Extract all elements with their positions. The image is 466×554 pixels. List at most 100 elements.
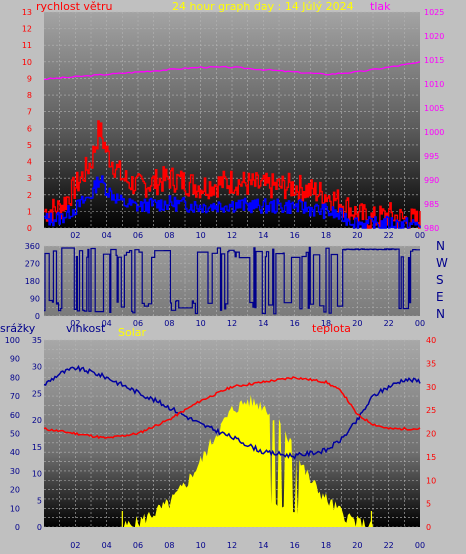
x-tick-label: 22 <box>384 319 394 328</box>
right-tick-label: 1010 <box>424 80 444 89</box>
x-tick-label: 18 <box>321 319 331 328</box>
x-tick-label: 20 <box>352 231 362 240</box>
series-wind-direction <box>44 246 420 315</box>
right-tick-label: 980 <box>424 224 439 233</box>
x-tick-label: 10 <box>196 541 206 550</box>
x-tick-label: 04 <box>102 541 112 550</box>
left-tick-label: 10 <box>22 58 32 67</box>
left-tick-label: 4 <box>27 158 32 167</box>
humidity-tick-label: 20 <box>32 416 42 425</box>
left-tick-label: 7 <box>27 108 32 117</box>
series-pressure <box>44 61 421 81</box>
left-tick-label: 12 <box>22 25 32 34</box>
humidity-tick-label: 25 <box>32 389 42 398</box>
left-tick-label: 3 <box>27 174 32 183</box>
left-tick-label: 2 <box>27 191 32 200</box>
left-tick-label: 13 <box>22 8 32 17</box>
x-tick-label: 06 <box>133 231 143 240</box>
x-tick-label: 12 <box>227 319 237 328</box>
x-tick-label: 00 <box>415 231 425 240</box>
x-tick-label: 12 <box>227 231 237 240</box>
right-tick-label: 995 <box>424 152 439 161</box>
rain-tick-label: 80 <box>10 373 20 382</box>
temperature-tick-label: 0 <box>426 523 431 532</box>
temperature-tick-label: 40 <box>426 336 436 345</box>
dir-label-e: E <box>436 290 444 304</box>
x-tick-label: 22 <box>384 541 394 550</box>
dir-label-s: S <box>436 273 444 287</box>
humidity-tick-label: 15 <box>32 443 42 452</box>
dir-label-w: W <box>436 256 448 270</box>
x-tick-label: 00 <box>415 541 425 550</box>
temperature-tick-label: 35 <box>426 359 436 368</box>
temperature-tick-label: 10 <box>426 476 436 485</box>
x-tick-label: 12 <box>227 541 237 550</box>
x-tick-label: 20 <box>352 319 362 328</box>
direction-tick-label: 360 <box>25 242 40 251</box>
left-tick-label: 1 <box>27 207 32 216</box>
right-tick-label: 1015 <box>424 56 444 65</box>
rain-tick-label: 70 <box>10 392 20 401</box>
temperature-tick-label: 5 <box>426 500 431 509</box>
temperature-label: teplota <box>312 322 351 335</box>
x-tick-label: 02 <box>70 541 80 550</box>
x-tick-label: 14 <box>258 231 268 240</box>
left-tick-label: 6 <box>27 124 32 133</box>
x-tick-label: 22 <box>384 231 394 240</box>
x-tick-label: 02 <box>70 319 80 328</box>
rain-tick-label: 10 <box>10 504 20 513</box>
rain-tick-label: 100 <box>5 336 20 345</box>
left-tick-label: 0 <box>27 224 32 233</box>
x-tick-label: 06 <box>133 541 143 550</box>
rain-tick-label: 50 <box>10 430 20 439</box>
wind-speed-label: rychlost větru <box>36 0 112 13</box>
left-tick-label: 9 <box>27 74 32 83</box>
chart-title: 24 hour graph day : 14 Júlý 2024 <box>172 0 354 13</box>
solar-label: Solar <box>118 326 147 339</box>
series-solar <box>44 394 420 527</box>
temperature-tick-label: 15 <box>426 453 436 462</box>
rain-label: srážky <box>0 322 36 335</box>
right-tick-label: 990 <box>424 176 439 185</box>
right-tick-label: 1000 <box>424 128 444 137</box>
dir-label-n-bottom: N <box>436 307 445 321</box>
series-humidity <box>43 364 421 460</box>
x-tick-label: 08 <box>164 541 174 550</box>
rain-tick-label: 40 <box>10 448 20 457</box>
direction-tick-label: 90 <box>30 295 40 304</box>
x-tick-label: 18 <box>321 231 331 240</box>
rain-tick-label: 0 <box>15 523 20 532</box>
direction-tick-label: 270 <box>25 260 40 269</box>
pressure-label: tlak <box>370 0 391 13</box>
right-tick-label: 985 <box>424 200 439 209</box>
right-tick-label: 1025 <box>424 8 444 17</box>
x-tick-label: 14 <box>258 319 268 328</box>
rain-tick-label: 60 <box>10 411 20 420</box>
x-tick-label: 16 <box>290 319 300 328</box>
x-tick-label: 14 <box>258 541 268 550</box>
x-tick-label: 04 <box>102 319 112 328</box>
humidity-tick-label: 30 <box>32 363 42 372</box>
x-tick-label: 06 <box>133 319 143 328</box>
temperature-tick-label: 25 <box>426 406 436 415</box>
humidity-tick-label: 5 <box>37 496 42 505</box>
x-tick-label: 04 <box>102 231 112 240</box>
x-tick-label: 18 <box>321 541 331 550</box>
x-tick-label: 16 <box>290 541 300 550</box>
humidity-label: vlhkost <box>66 322 106 335</box>
right-tick-label: 1020 <box>424 32 444 41</box>
direction-tick-label: 180 <box>25 277 40 286</box>
humidity-tick-label: 10 <box>32 470 42 479</box>
x-tick-label: 10 <box>196 231 206 240</box>
right-tick-label: 1005 <box>424 104 444 113</box>
temperature-tick-label: 30 <box>426 383 436 392</box>
left-tick-label: 5 <box>27 141 32 150</box>
x-tick-label: 00 <box>415 319 425 328</box>
rain-tick-label: 30 <box>10 467 20 476</box>
left-tick-label: 11 <box>22 41 32 50</box>
rain-tick-label: 20 <box>10 486 20 495</box>
humidity-tick-label: 35 <box>32 336 42 345</box>
x-tick-label: 02 <box>70 231 80 240</box>
